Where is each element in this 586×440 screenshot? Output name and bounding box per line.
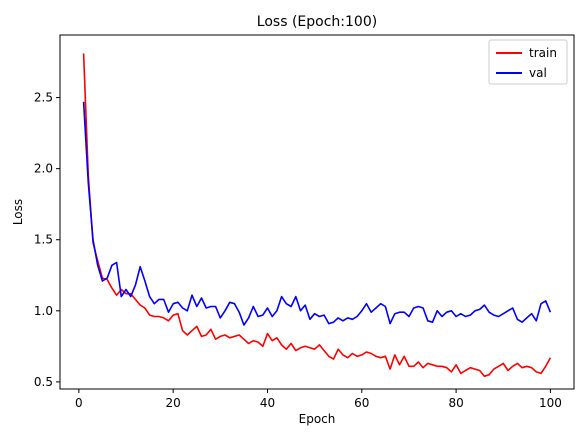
chart-title: Loss (Epoch:100) bbox=[257, 14, 377, 30]
x-tick-label: 20 bbox=[166, 396, 181, 410]
x-tick-label: 100 bbox=[539, 396, 562, 410]
y-tick-label: 0.5 bbox=[34, 375, 53, 389]
x-tick-label: 80 bbox=[448, 396, 463, 410]
legend-label-train: train bbox=[529, 46, 557, 60]
x-tick-label: 0 bbox=[75, 396, 83, 410]
x-axis-label: Epoch bbox=[299, 412, 336, 426]
y-tick-label: 2.0 bbox=[34, 162, 53, 176]
y-tick-label: 1.5 bbox=[34, 233, 53, 247]
plot-frame bbox=[59, 34, 575, 390]
series-line-train bbox=[82, 53, 552, 378]
series-line-val bbox=[82, 101, 552, 326]
y-axis-label: Loss bbox=[11, 199, 25, 225]
y-axis: 0.5 1.0 1.5 2.0 2.5 bbox=[34, 91, 60, 389]
y-tick-label: 2.5 bbox=[34, 91, 53, 105]
x-tick-label: 60 bbox=[354, 396, 369, 410]
x-tick-label: 40 bbox=[260, 396, 275, 410]
legend-label-val: val bbox=[529, 66, 547, 80]
series-group bbox=[82, 53, 552, 378]
x-axis: 0 20 40 60 80 100 bbox=[75, 389, 562, 410]
legend: train val bbox=[488, 39, 568, 85]
y-tick-label: 1.0 bbox=[34, 304, 53, 318]
